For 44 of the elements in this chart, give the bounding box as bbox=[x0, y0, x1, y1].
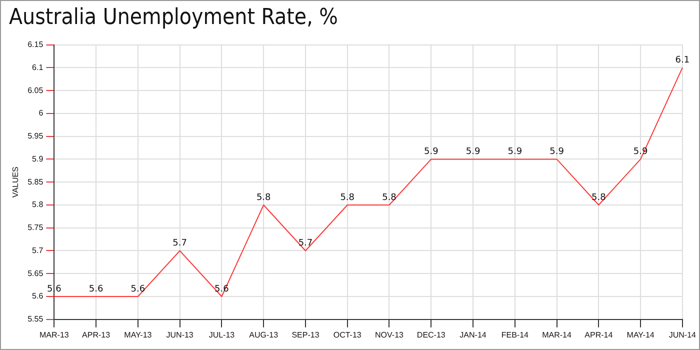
x-tick-label: AUG-13 bbox=[249, 330, 279, 340]
data-label: 5.8 bbox=[382, 192, 397, 203]
y-tick-label: 5.95 bbox=[28, 132, 44, 141]
x-tick-label: NOV-13 bbox=[375, 330, 404, 340]
data-label: 5.7 bbox=[298, 238, 313, 249]
y-tick-label: 5.7 bbox=[32, 246, 44, 255]
y-tick-label: 5.6 bbox=[32, 292, 44, 301]
chart-title: Australia Unemployment Rate, % bbox=[9, 5, 338, 30]
y-tick-label: 6.15 bbox=[28, 40, 44, 50]
x-tick-label: APR-14 bbox=[584, 330, 614, 340]
x-tick-label: MAY-13 bbox=[124, 330, 152, 340]
x-tick-label: JUN-14 bbox=[668, 330, 697, 340]
y-tick-label: 5.9 bbox=[32, 154, 44, 164]
x-tick-label: DEC-13 bbox=[416, 330, 446, 340]
x-tick-label: JUN-13 bbox=[166, 330, 194, 340]
y-tick-label: 5.75 bbox=[28, 223, 44, 232]
x-tick-label: APR-13 bbox=[82, 330, 111, 340]
y-tick-label: 5.65 bbox=[28, 268, 44, 278]
data-label: 5.7 bbox=[172, 238, 187, 249]
data-label: 5.8 bbox=[256, 192, 272, 203]
data-label: 5.8 bbox=[340, 192, 355, 203]
x-tick-label: OCT-13 bbox=[333, 330, 362, 340]
x-tick-label: SEP-13 bbox=[292, 330, 320, 340]
data-label: 6.1 bbox=[675, 56, 690, 66]
y-tick-label: 5.85 bbox=[28, 177, 44, 186]
x-tick-label: MAR-13 bbox=[40, 330, 70, 340]
x-tick-label: MAY-14 bbox=[626, 330, 655, 340]
data-label: 5.9 bbox=[424, 147, 439, 158]
x-tick-label: JUL-13 bbox=[208, 330, 236, 340]
y-tick-label: 6.1 bbox=[32, 62, 44, 72]
data-label: 5.6 bbox=[88, 284, 104, 294]
y-tick-label: 5.8 bbox=[32, 200, 44, 210]
x-tick-label: JAN-14 bbox=[460, 330, 487, 340]
data-label: 5.9 bbox=[466, 147, 480, 158]
data-label: 5.9 bbox=[508, 147, 522, 158]
data-label: 5.8 bbox=[592, 192, 606, 203]
x-tick-label: MAR-14 bbox=[542, 330, 572, 340]
y-tick-label: 6.05 bbox=[28, 86, 44, 95]
data-label: 5.9 bbox=[550, 147, 564, 158]
y-tick-label: 6 bbox=[38, 108, 44, 118]
y-axis-title: VALUES bbox=[11, 166, 20, 198]
x-tick-label: FEB-14 bbox=[501, 330, 530, 340]
y-tick-label: 5.55 bbox=[28, 314, 44, 324]
data-label: 5.6 bbox=[130, 284, 146, 294]
